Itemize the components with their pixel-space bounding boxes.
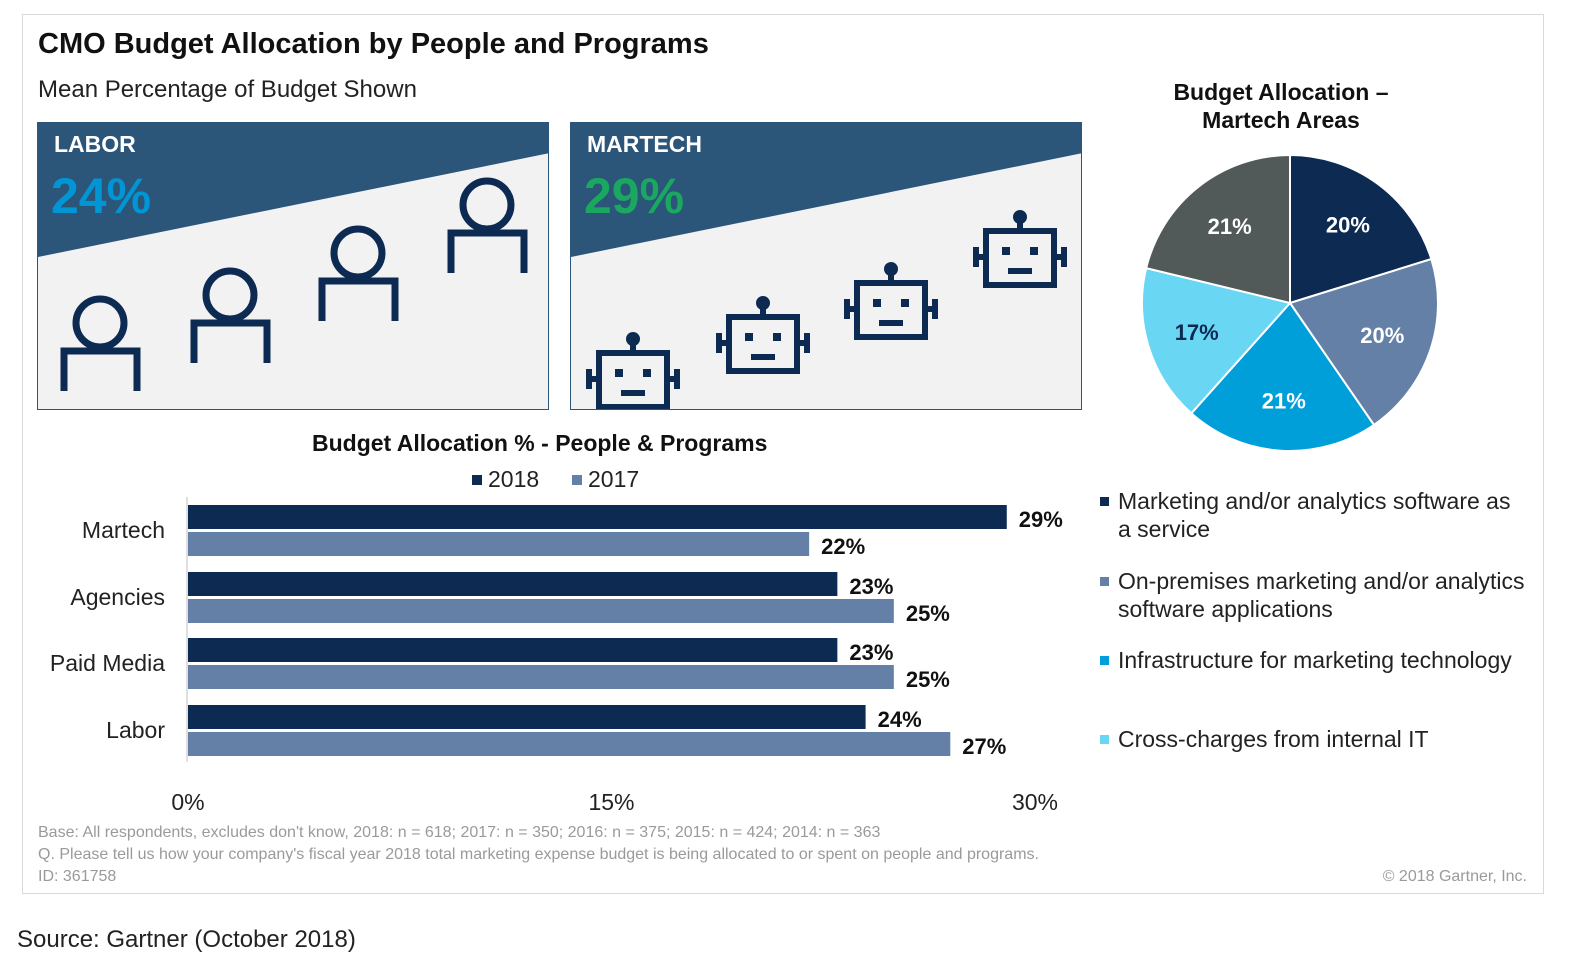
x-tick-label: 30% (1012, 789, 1058, 810)
bar-2018-paid-media (188, 638, 838, 662)
pie-legend-label: On-premises marketing and/or analytics s… (1118, 568, 1525, 622)
legend-swatch-2018 (472, 474, 482, 485)
martech-banner (571, 123, 1081, 257)
page-title: CMO Budget Allocation by People and Prog… (38, 28, 709, 60)
x-tick-label: 0% (171, 789, 204, 810)
pie-slice (1289, 153, 1433, 305)
labor-banner (38, 123, 548, 257)
labor-panel: LABOR 24% (37, 122, 549, 410)
legend-label-2017: 2017 (588, 466, 640, 492)
pie-chart: 20% 20% 21% 17% 21% (1141, 153, 1439, 452)
legend-2017: 2017 (572, 466, 639, 493)
pie-slice-label: 21% (1262, 388, 1306, 413)
category-label: Agencies (70, 584, 165, 610)
legend-swatch (1100, 735, 1109, 744)
data-label: 23% (849, 640, 893, 665)
robot-icon (844, 262, 938, 340)
footnote-base: Base: All respondents, excludes don't kn… (38, 824, 881, 841)
category-label: Martech (82, 517, 165, 543)
pie-slice-label: 20% (1360, 323, 1404, 348)
pie-slice (1141, 266, 1292, 415)
legend-label-2018: 2018 (488, 466, 540, 492)
robot-icon (973, 210, 1067, 288)
copyright: © 2018 Gartner, Inc. (1382, 868, 1527, 885)
bar-2017-agencies (188, 599, 894, 623)
bar-2017-labor (188, 732, 951, 756)
source-line: Source: Gartner (October 2018) (17, 926, 356, 953)
bar-2018-martech (188, 505, 1007, 529)
bar-2018-labor (188, 705, 866, 729)
labor-percentage: 24% (51, 168, 152, 224)
people-icons (60, 177, 528, 391)
pie-slice (1189, 301, 1376, 452)
pie-legend-label: Cross-charges from internal IT (1118, 726, 1429, 752)
martech-label: MARTECH (587, 131, 702, 157)
data-label: 27% (962, 734, 1006, 759)
data-label: 29% (1019, 507, 1063, 532)
robot-icon (716, 296, 810, 374)
x-tick-label: 15% (588, 789, 634, 810)
pie-slice (1288, 257, 1439, 427)
data-label: 25% (906, 667, 950, 692)
page-subtitle: Mean Percentage of Budget Shown (38, 76, 417, 103)
person-icon (60, 295, 141, 391)
pie-legend-item: On-premises marketing and/or analytics s… (1100, 567, 1530, 623)
pie-legend-label: Infrastructure for marketing technology (1118, 647, 1512, 673)
martech-panel: MARTECH 29% (570, 122, 1082, 410)
legend-swatch-2017 (572, 474, 582, 485)
pie-legend-item: Marketing and/or analytics software as a… (1100, 487, 1530, 543)
robot-icon (586, 332, 680, 409)
person-icon (318, 225, 399, 321)
category-label: Labor (106, 717, 165, 743)
bar-2017-martech (188, 532, 810, 556)
legend-2018: 2018 (472, 466, 539, 493)
pie-slice-label: 21% (1208, 214, 1252, 239)
pie-slice (1144, 153, 1291, 305)
bar-2018-agencies (188, 572, 838, 596)
data-label: 23% (849, 574, 893, 599)
legend-swatch (1100, 656, 1109, 665)
data-label: 22% (821, 534, 865, 559)
legend-swatch (1100, 497, 1109, 506)
pie-slice-label: 17% (1175, 320, 1219, 345)
person-icon (447, 177, 528, 273)
footnote-id: ID: 361758 (38, 868, 117, 885)
category-label: Paid Media (50, 650, 165, 676)
labor-label: LABOR (54, 131, 136, 157)
pie-chart-title: Budget Allocation – Martech Areas (1173, 79, 1389, 133)
data-label: 25% (906, 601, 950, 626)
data-label: 24% (878, 707, 922, 732)
bar-chart: Martech 29% 22% Agencies 23% 25% Paid Media 23%… (50, 497, 1063, 810)
pie-legend-item: Cross-charges from internal IT (1100, 725, 1530, 753)
pie-legend-label: Marketing and/or analytics software as a… (1118, 488, 1511, 542)
martech-percentage: 29% (584, 168, 685, 224)
pie-slice-label: 20% (1326, 212, 1370, 237)
person-icon (190, 267, 271, 363)
footnote-question: Q. Please tell us how your company's fis… (38, 846, 1039, 863)
legend-swatch (1100, 577, 1109, 586)
robot-icons (586, 210, 1067, 409)
pie-legend-item: Infrastructure for marketing technology (1100, 646, 1530, 702)
bar-2017-paid-media (188, 665, 894, 689)
bar-chart-title: Budget Allocation % - People & Programs (312, 430, 768, 456)
